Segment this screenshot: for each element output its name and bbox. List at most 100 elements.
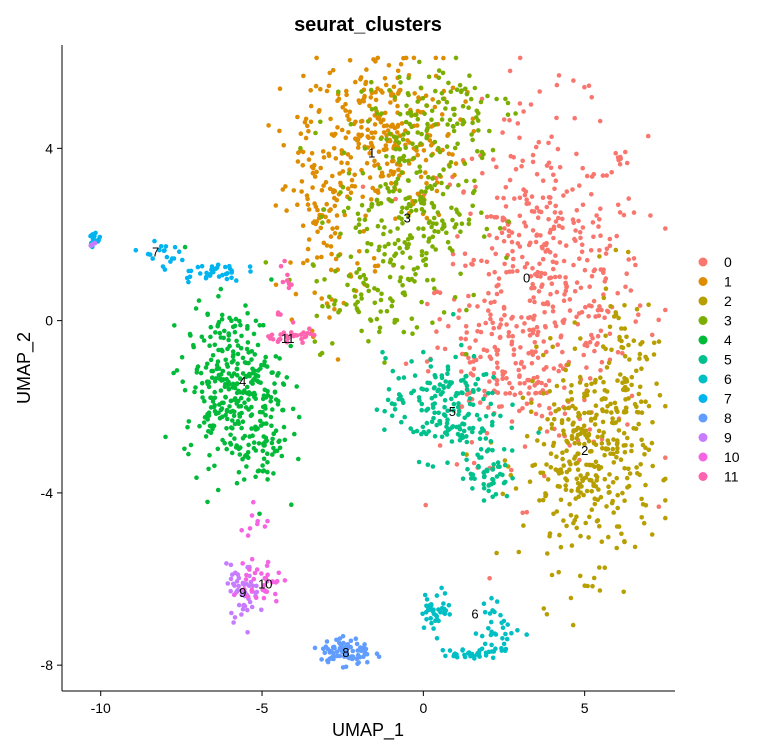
point-cluster-5 [438, 392, 444, 397]
point-cluster-0 [463, 324, 469, 329]
point-cluster-0 [633, 319, 638, 324]
point-cluster-3 [441, 167, 446, 172]
point-cluster-4 [220, 414, 225, 420]
point-cluster-5 [382, 427, 387, 433]
point-cluster-1 [326, 219, 331, 224]
point-cluster-3 [400, 265, 405, 270]
point-cluster-1 [321, 183, 326, 188]
point-cluster-0 [517, 55, 523, 61]
point-cluster-0 [625, 422, 630, 427]
point-cluster-3 [362, 146, 368, 151]
point-cluster-1 [356, 141, 362, 147]
point-cluster-5 [502, 462, 508, 468]
point-cluster-1 [376, 149, 382, 154]
point-cluster-3 [397, 188, 402, 193]
point-cluster-3 [401, 153, 407, 159]
point-cluster-2 [623, 409, 629, 415]
point-cluster-4 [234, 381, 239, 387]
point-cluster-3 [466, 217, 472, 222]
point-cluster-0 [533, 390, 538, 396]
point-cluster-5 [390, 368, 396, 374]
point-cluster-0 [515, 268, 520, 274]
point-cluster-8 [361, 654, 366, 659]
point-cluster-2 [632, 402, 638, 407]
point-cluster-2 [592, 416, 598, 421]
point-cluster-2 [566, 417, 571, 422]
point-cluster-5 [490, 447, 495, 453]
point-cluster-3 [399, 209, 404, 215]
point-cluster-3 [386, 241, 391, 247]
point-cluster-0 [498, 289, 504, 294]
point-cluster-5 [383, 356, 388, 361]
point-cluster-4 [262, 359, 267, 364]
point-cluster-4 [210, 426, 215, 432]
point-cluster-10 [282, 578, 288, 583]
point-cluster-3 [389, 303, 395, 309]
point-cluster-0 [520, 254, 525, 260]
point-cluster-3 [321, 207, 327, 212]
point-cluster-3 [458, 271, 463, 277]
point-cluster-3 [439, 91, 445, 96]
point-cluster-1 [305, 202, 311, 207]
point-cluster-3 [418, 85, 424, 91]
point-cluster-3 [378, 136, 384, 141]
point-cluster-8 [356, 660, 362, 665]
point-cluster-3 [366, 288, 372, 294]
x-tick-label: 5 [581, 700, 589, 716]
point-cluster-0 [469, 156, 475, 162]
point-cluster-0 [490, 320, 496, 326]
point-cluster-5 [470, 429, 475, 435]
point-cluster-2 [631, 338, 637, 344]
point-cluster-3 [311, 263, 316, 268]
point-cluster-0 [467, 345, 473, 351]
point-cluster-2 [600, 407, 605, 412]
point-cluster-2 [599, 441, 605, 446]
point-cluster-3 [384, 136, 389, 142]
point-cluster-0 [563, 288, 569, 294]
point-cluster-1 [370, 135, 376, 140]
point-cluster-0 [626, 257, 631, 262]
point-cluster-4 [172, 323, 177, 328]
point-cluster-8 [345, 654, 351, 660]
point-cluster-7 [92, 233, 97, 239]
point-cluster-0 [522, 264, 528, 270]
point-cluster-0 [620, 350, 625, 356]
point-cluster-2 [603, 446, 609, 451]
point-cluster-2 [586, 535, 591, 540]
point-cluster-1 [339, 127, 345, 133]
point-cluster-2 [622, 466, 627, 471]
point-cluster-4 [228, 398, 234, 404]
point-cluster-4 [257, 323, 263, 328]
point-cluster-0 [520, 329, 526, 334]
point-cluster-4 [240, 355, 246, 361]
point-cluster-0 [517, 381, 523, 386]
point-cluster-3 [397, 147, 403, 152]
point-cluster-2 [564, 438, 569, 444]
point-cluster-4 [243, 303, 248, 308]
point-cluster-4 [224, 426, 229, 431]
point-cluster-0 [508, 153, 514, 159]
point-cluster-0 [509, 316, 514, 321]
point-cluster-4 [205, 361, 210, 367]
point-cluster-0 [510, 264, 516, 269]
point-cluster-5 [471, 353, 477, 359]
point-cluster-0 [571, 78, 576, 83]
point-cluster-4 [288, 343, 294, 349]
point-cluster-6 [493, 632, 499, 637]
point-cluster-2 [609, 347, 614, 353]
point-cluster-5 [444, 420, 450, 426]
point-cluster-0 [515, 241, 521, 246]
point-cluster-2 [588, 416, 594, 422]
point-cluster-6 [483, 650, 489, 656]
point-cluster-6 [440, 647, 446, 653]
point-cluster-0 [522, 220, 527, 225]
point-cluster-2 [589, 478, 594, 483]
point-cluster-0 [511, 347, 517, 352]
point-cluster-0 [528, 102, 534, 107]
point-cluster-5 [478, 447, 484, 452]
point-cluster-1 [424, 181, 429, 186]
point-cluster-0 [542, 301, 547, 307]
point-cluster-2 [663, 515, 668, 521]
point-cluster-3 [362, 217, 368, 223]
point-cluster-1 [320, 149, 326, 154]
